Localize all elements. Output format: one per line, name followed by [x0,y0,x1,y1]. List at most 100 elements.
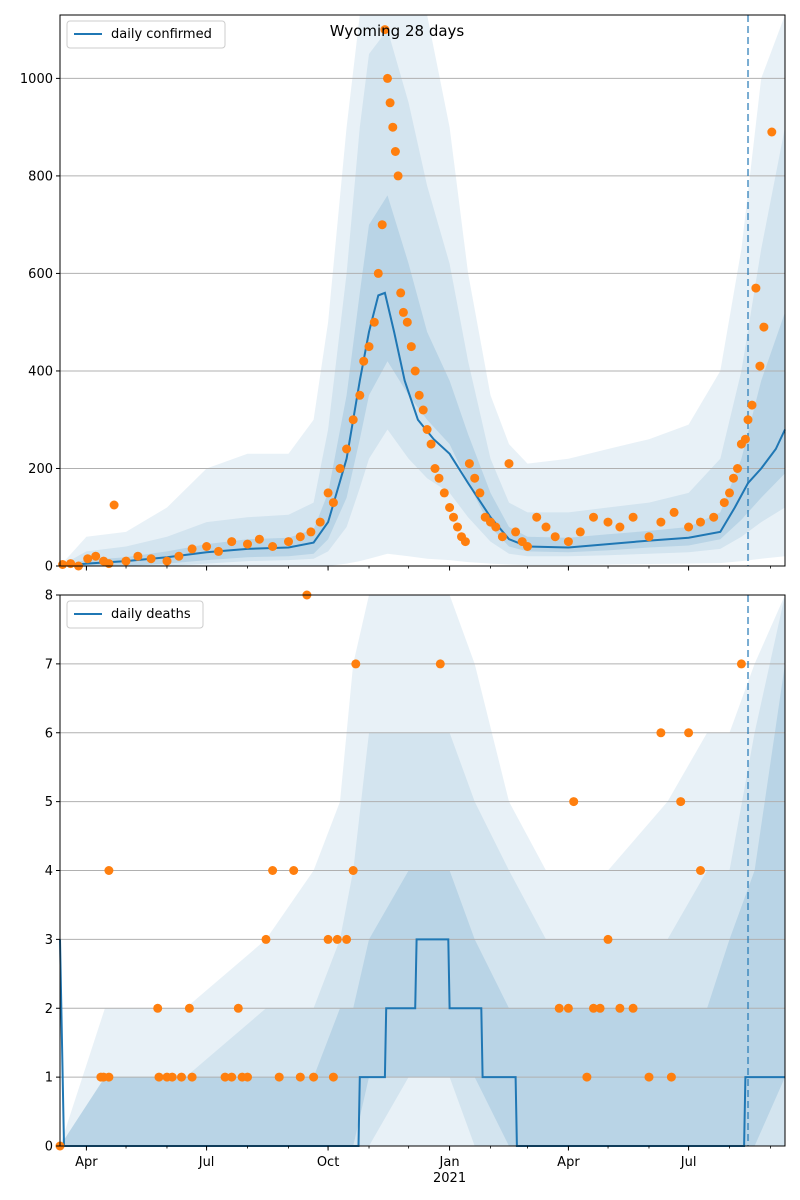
deaths-point [435,659,445,669]
confirmed-point [430,464,440,473]
deaths-point [351,659,361,669]
confirmed-point [755,361,765,371]
confirmed-point [434,473,444,483]
deaths-y-tick-label: 5 [45,795,53,810]
confirmed-point [759,322,769,332]
confirmed-point [380,25,390,35]
deaths-point [666,1072,676,1082]
deaths-point [348,866,358,875]
deaths-point [268,866,278,875]
deaths-point [220,1072,230,1082]
confirmed-point [335,464,345,473]
confirmed-point [656,517,666,527]
confirmed-axes-frame [59,14,786,567]
confirmed-point [315,517,325,527]
deaths-x-ticks: Apr Jul Oct Jan Apr Jul [75,1146,771,1170]
deaths-point [233,1003,243,1013]
deaths-point [167,1072,177,1082]
deaths-x-tick-label: Jul [680,1155,697,1170]
confirmed-point [254,534,264,544]
confirmed-point [146,554,156,564]
deaths-point [227,1072,237,1082]
deaths-point [595,1003,605,1013]
confirmed-point [439,488,449,498]
deaths-x-tick-label: Apr [557,1155,580,1170]
deaths-point [154,1072,164,1082]
confirmed-point [323,488,333,498]
deaths-point [328,1072,338,1082]
confirmed-point [751,283,761,293]
confirmed-point [359,356,369,366]
deaths-point [104,866,114,875]
confirmed-point [410,366,420,376]
confirmed-point [342,444,352,454]
deaths-point [177,1072,186,1082]
chart-title: Wyoming 28 days [330,22,465,40]
deaths-point [332,934,342,944]
confirmed-point [684,522,694,532]
confirmed-point [740,434,750,444]
deaths-y-tick-label: 1 [45,1071,53,1086]
confirmed-point [615,522,625,532]
deaths-point [589,1003,598,1013]
deaths-point [323,934,333,944]
deaths-point [582,1072,592,1082]
confirmed-point [393,171,403,181]
deaths-point [187,1072,197,1082]
confirmed-y-tick-label: 400 [28,364,53,379]
confirmed-point [109,500,119,510]
deaths-point [563,1003,573,1013]
deaths-point [628,1003,638,1013]
deaths-points [55,590,746,1151]
confirmed-point [133,551,143,561]
confirmed-legend: daily confirmed [66,20,226,49]
confirmed-point [449,512,458,522]
confirmed-band-outer [60,15,785,566]
deaths-point [104,1072,114,1082]
confirmed-point [355,390,365,400]
confirmed-point [541,522,551,532]
confirmed-line [59,291,786,567]
confirmed-point [227,537,237,547]
deaths-point [295,1072,305,1082]
confirmed-point [696,517,705,527]
confirmed-point [497,532,507,542]
confirmed-point [669,507,679,517]
deaths-y-tick-label: 2 [45,1002,53,1017]
confirmed-point [402,317,412,327]
deaths-point [615,1003,625,1013]
confirmed-point [532,512,542,522]
deaths-legend: daily deaths [66,600,204,629]
confirmed-point [174,551,184,561]
deaths-point [569,797,579,807]
confirmed-point [767,127,777,137]
confirmed-point [445,503,455,512]
confirmed-point [563,537,573,547]
confirmed-point [504,459,514,469]
deaths-point [289,866,299,875]
confirmed-point [743,415,753,425]
confirmed-point [385,98,395,108]
confirmed-point [66,559,76,569]
confirmed-point [426,439,436,449]
confirmed-point [418,405,428,415]
deaths-point [644,1072,654,1082]
deaths-y-tick-label: 6 [45,726,53,741]
confirmed-x-ticks [85,566,771,571]
confirmed-point [396,288,406,298]
confirmed-point [121,556,131,566]
deaths-x-tick-label: Apr [75,1155,98,1170]
deaths-legend-label: daily deaths [111,607,191,622]
confirmed-point [214,546,223,556]
deaths-point [603,934,613,944]
deaths-point [684,728,694,738]
confirmed-point [589,512,598,522]
confirmed-y-tick-label: 1000 [20,72,53,87]
confirmed-point [202,542,212,551]
deaths-y-tick-label: 0 [45,1140,53,1155]
confirmed-point [729,473,738,483]
confirmed-point [390,147,400,156]
confirmed-point [464,459,474,469]
confirmed-point [373,268,383,278]
confirmed-point [83,554,93,564]
